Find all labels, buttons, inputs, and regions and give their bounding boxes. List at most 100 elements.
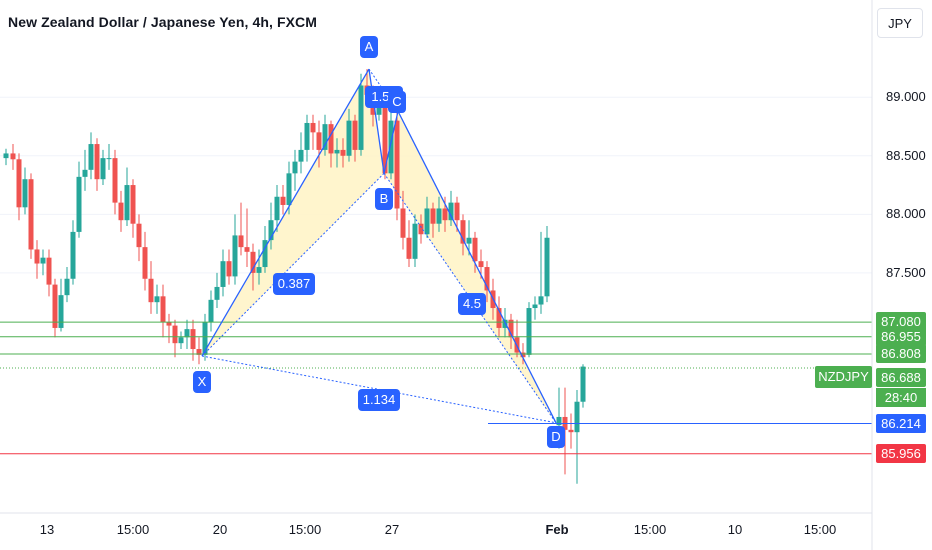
candle-body: [526, 308, 532, 355]
candle-body: [346, 120, 352, 156]
y-tick-label: 88.000: [886, 206, 926, 222]
candle-body: [3, 153, 9, 159]
x-tick-label: 15:00: [803, 522, 837, 537]
candle-body: [106, 158, 112, 160]
candle-body: [214, 286, 220, 300]
candle-body: [460, 220, 466, 244]
candle-body: [352, 120, 358, 150]
price-level-label: 86.214: [876, 413, 926, 433]
pattern-ratio-label: 1.134: [358, 389, 400, 411]
candle-body: [412, 223, 418, 259]
pattern-point-b: B: [375, 188, 393, 211]
candle-body: [46, 257, 52, 285]
candle-body: [520, 352, 526, 358]
candle-body: [532, 304, 538, 309]
candle-body: [76, 176, 82, 232]
y-tick-label: 87.500: [886, 264, 926, 280]
candle-body: [340, 149, 346, 156]
price-level-label: 87.080: [876, 312, 926, 332]
x-tick-label: 15:00: [116, 522, 150, 537]
candle-body: [238, 235, 244, 248]
candle-body: [388, 120, 394, 174]
horizontal-lines: [0, 321, 872, 455]
candle-body: [64, 278, 70, 296]
candle-body: [166, 322, 172, 326]
candle-body: [136, 223, 142, 248]
candle-body: [436, 208, 442, 224]
candle-body: [232, 235, 238, 277]
candle-body: [226, 261, 232, 277]
candle-body: [334, 149, 340, 154]
xab-triangle: [202, 69, 384, 357]
currency-button[interactable]: JPY: [877, 8, 923, 38]
pattern-point-d: D: [547, 425, 565, 448]
y-tick-label: 89.000: [886, 89, 926, 105]
candle-body: [304, 122, 310, 150]
candle-body: [256, 267, 262, 273]
candle-body: [160, 296, 166, 323]
x-tick-label: 27: [384, 522, 400, 537]
candle-body: [190, 329, 196, 350]
candle-body: [406, 237, 412, 259]
candle-body: [478, 261, 484, 268]
bc-leg: [383, 111, 399, 174]
price-level-label: 86.955: [876, 326, 926, 346]
candle-body: [280, 196, 286, 205]
xb-ratio-line: [201, 172, 385, 357]
candle-body: [268, 220, 274, 241]
candle-body: [58, 295, 64, 328]
x-tick-label: 15:00: [288, 522, 322, 537]
x-tick-label: 15:00: [633, 522, 667, 537]
candle-body: [298, 149, 304, 162]
candle-body: [124, 185, 130, 221]
x-tick-label: 13: [39, 522, 55, 537]
candle-body: [568, 429, 574, 433]
candle-body: [544, 237, 550, 297]
candle-body: [196, 349, 202, 355]
candle-body: [70, 231, 76, 279]
candle-body: [442, 208, 448, 221]
cd-leg: [397, 110, 557, 424]
pattern-point-x: X: [193, 371, 211, 394]
candle-body: [286, 173, 292, 205]
candle-body: [472, 237, 478, 262]
candle-body: [82, 169, 88, 177]
chart-title: New Zealand Dollar / Japanese Yen, 4h, F…: [8, 14, 318, 30]
candle-body: [184, 329, 190, 338]
x-tick-label: Feb: [545, 522, 569, 537]
candle-body: [328, 124, 334, 154]
candle-body: [262, 240, 268, 268]
candle-body: [538, 296, 544, 305]
candle-body: [292, 161, 298, 174]
candle-body: [250, 251, 256, 273]
candle-body: [580, 366, 586, 402]
candle-body: [172, 325, 178, 344]
x-tick-label: 20: [212, 522, 228, 537]
candle-body: [556, 416, 562, 426]
candle-body: [484, 267, 490, 291]
candle-body: [244, 247, 250, 252]
candle-body: [178, 337, 184, 344]
candle-body: [112, 158, 118, 203]
bar-countdown-label: 28:40: [876, 388, 926, 407]
candle-body: [220, 261, 226, 287]
candle-body: [40, 257, 46, 264]
candle-body: [448, 202, 454, 221]
bd-ratio-line: [383, 173, 557, 424]
candle-body: [148, 278, 154, 303]
candle-body: [418, 223, 424, 235]
candle-body: [274, 196, 280, 221]
candle-body: [316, 132, 322, 150]
candle-body: [394, 120, 400, 209]
candle-body: [100, 158, 106, 180]
candle-body: [424, 208, 430, 235]
price-level-label: 86.808: [876, 343, 926, 363]
x-tick-label: 10: [727, 522, 743, 537]
candle-body: [118, 202, 124, 221]
price-level-label: 85.956: [876, 443, 926, 463]
candle-body: [94, 144, 100, 180]
pattern-ratio-label: 0.387: [273, 273, 315, 295]
pattern-ratio-label: 4.5: [458, 293, 486, 315]
candle-body: [16, 159, 22, 208]
